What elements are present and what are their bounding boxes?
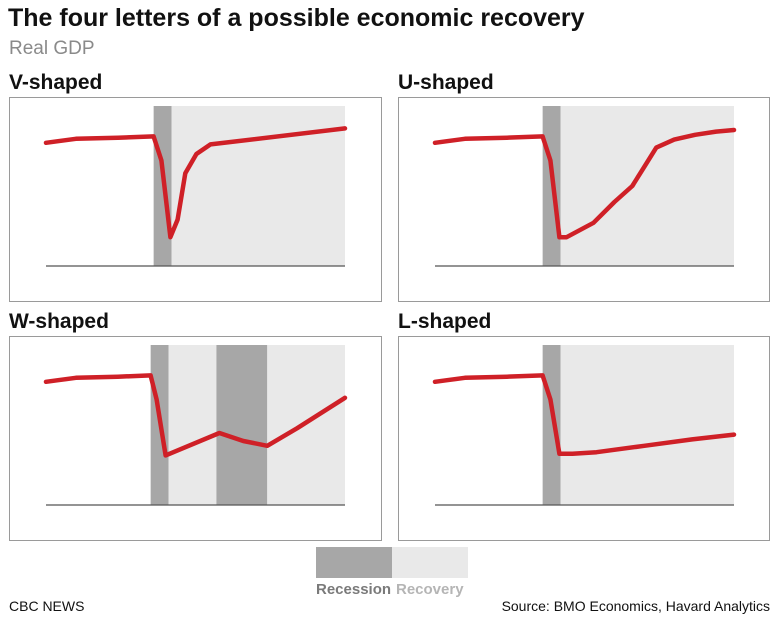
- panel-title-w-shaped: W-shaped: [9, 310, 109, 333]
- panel-title-v-shaped: V-shaped: [9, 71, 103, 94]
- u-shaped-gdp-line: [432, 127, 737, 240]
- brand-label: CBC NEWS: [9, 598, 85, 614]
- legend-swatch-recovery: [392, 547, 468, 578]
- panel-title-u-shaped: U-shaped: [398, 71, 494, 94]
- panel-v-shaped: [9, 97, 382, 302]
- legend-label-recession: Recession: [316, 581, 392, 598]
- legend-swatch-recession: [316, 547, 392, 578]
- panel-title-l-shaped: L-shaped: [398, 310, 492, 333]
- w-shaped-gdp-line: [43, 373, 348, 458]
- u-shaped-recovery-band-1: [560, 106, 734, 266]
- panel-u-shaped: [398, 97, 770, 302]
- panel-w-shaped: [9, 336, 382, 541]
- chart-subtitle: Real GDP: [9, 38, 95, 59]
- w-shaped-recovery-band-1: [168, 345, 217, 505]
- panel-w-shaped-plot: [43, 345, 348, 506]
- panel-u-shaped-plot: [432, 106, 737, 267]
- chart-title: The four letters of a possible economic …: [8, 4, 585, 32]
- l-shaped-recovery-band-1: [560, 345, 734, 505]
- w-shaped-recession-band-2: [216, 345, 268, 505]
- l-shaped-gdp-line: [432, 373, 737, 457]
- v-shaped-gdp-line: [43, 126, 348, 240]
- panel-v-shaped-plot: [43, 106, 348, 267]
- l-shaped-recession-band-0: [542, 345, 561, 505]
- legend-label-recovery: Recovery: [396, 581, 464, 598]
- panel-l-shaped-plot: [432, 345, 737, 506]
- source-note: Source: BMO Economics, Havard Analytics: [501, 598, 770, 614]
- panel-l-shaped: [398, 336, 770, 541]
